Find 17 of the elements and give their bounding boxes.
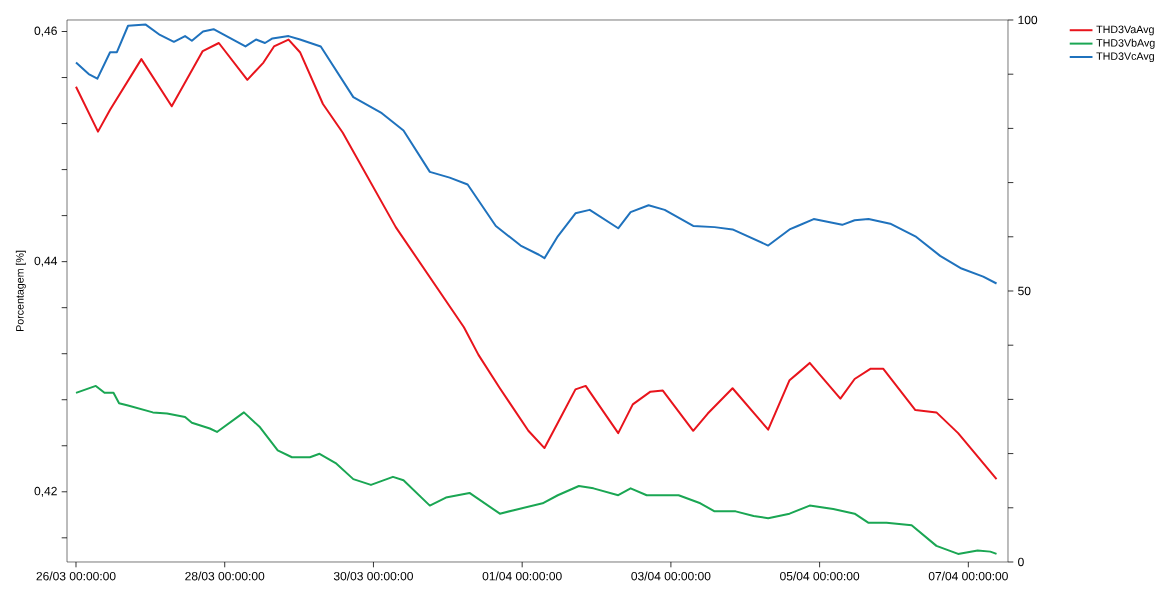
x-tick-label: 28/03 00:00:00 <box>185 571 265 581</box>
x-tick-label: 03/04 00:00:00 <box>631 571 711 581</box>
y2-tick-label: 50 <box>1018 286 1031 296</box>
y-tick-label: 0,44 <box>34 256 58 267</box>
x-tick-label: 30/03 00:00:00 <box>333 571 413 581</box>
y-tick-label: 0,46 <box>34 26 57 37</box>
y2-tick-label: 100 <box>1018 15 1038 25</box>
legend-label: THD3VcAvg <box>1096 52 1154 63</box>
legend-label: THD3VaAvg <box>1096 25 1154 36</box>
x-tick-label: 01/04 00:00:00 <box>482 571 562 581</box>
y-tick-label: 0,42 <box>34 486 57 497</box>
x-tick-label: 26/03 00:00:00 <box>36 571 116 581</box>
x-tick-label: 07/04 00:00:00 <box>928 571 1008 581</box>
legend-label: THD3VbAvg <box>1096 38 1155 49</box>
y-axis-title: Porcentagem [%] <box>15 250 26 332</box>
y2-tick-label: 0 <box>1018 557 1024 567</box>
x-tick-label: 05/04 00:00:00 <box>780 571 860 581</box>
